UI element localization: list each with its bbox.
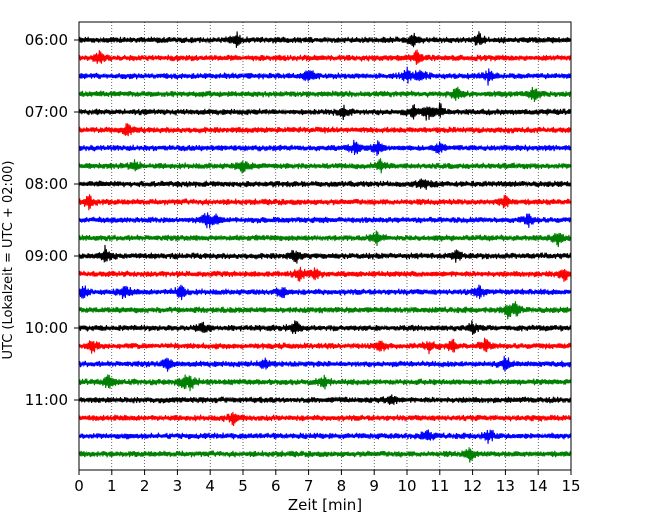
trace-row: [78, 158, 572, 174]
trace-row: [78, 355, 572, 372]
x-tick-label: 8: [337, 477, 347, 495]
x-tick-label: 14: [529, 477, 548, 495]
y-tick-label: 08:00: [25, 175, 68, 193]
y-axis-ticks: 06:00 07:00 08:00 09:00 10:00 11:00: [25, 31, 79, 409]
trace-row: [78, 394, 572, 405]
trace-row: [78, 194, 572, 211]
trace-row: [78, 123, 572, 137]
trace-row: [78, 320, 572, 335]
plot-frame: [78, 21, 572, 471]
trace-row: [78, 102, 572, 121]
x-tick-label: 9: [369, 477, 379, 495]
y-tick-label: 10:00: [25, 319, 68, 337]
trace-row: [78, 230, 572, 248]
x-tick-label: 11: [430, 477, 449, 495]
x-tick-label: 6: [271, 477, 281, 495]
trace-row: [78, 266, 572, 282]
x-tick-label: 10: [397, 477, 416, 495]
trace-row: [78, 139, 572, 156]
trace-row: [78, 411, 572, 426]
x-tick-label: 15: [561, 477, 580, 495]
trace-row: [78, 178, 572, 190]
y-tick-label: 07:00: [25, 103, 68, 121]
y-axis-label: UTC (Lokalzeit = UTC + 02:00): [1, 161, 16, 360]
trace-row: [78, 86, 572, 102]
trace-row: [78, 31, 572, 48]
trace-row: [78, 284, 572, 301]
x-tick-label: 13: [496, 477, 515, 495]
x-tick-label: 1: [107, 477, 117, 495]
trace-row: [78, 49, 572, 65]
trace-row: [78, 66, 572, 86]
trace-row: [78, 337, 572, 355]
x-tick-label: 4: [205, 477, 215, 495]
y-tick-label: 11:00: [25, 391, 68, 409]
trace-rows: [78, 31, 572, 463]
y-tick-label: 06:00: [25, 31, 68, 49]
x-tick-label: 0: [74, 477, 84, 495]
trace-row: [78, 301, 572, 320]
trace-row: [78, 429, 572, 444]
x-tick-label: 2: [140, 477, 150, 495]
x-tick-label: 3: [173, 477, 183, 495]
trace-row: [78, 244, 572, 264]
x-tick-label: 7: [304, 477, 314, 495]
x-tick-label: 12: [463, 477, 482, 495]
x-axis-ticks: 0 1 2 3 4 5 6 7 8 9 10 11 12 13 14 15: [74, 470, 581, 495]
y-tick-label: 09:00: [25, 247, 68, 265]
x-axis-label: Zeit [min]: [288, 496, 362, 514]
trace-row: [78, 447, 572, 463]
trace-row: [78, 374, 572, 392]
trace-row: [78, 212, 572, 229]
x-tick-label: 5: [238, 477, 248, 495]
grid-lines: [111, 22, 539, 470]
